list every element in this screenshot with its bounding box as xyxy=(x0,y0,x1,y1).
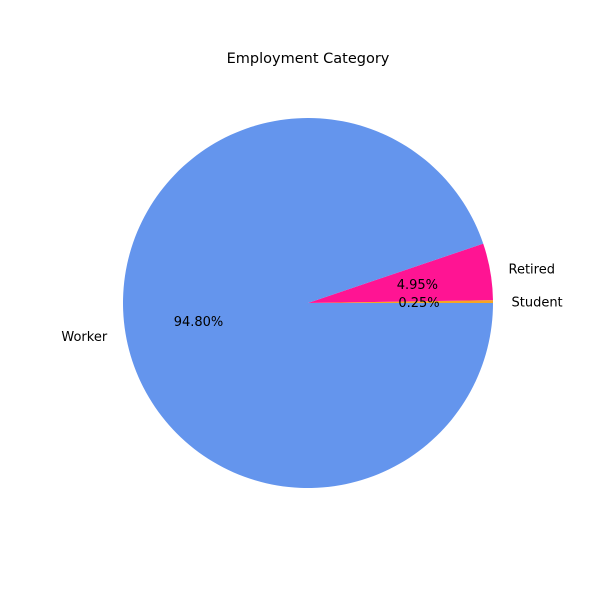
slice-percent-worker: 94.80% xyxy=(174,315,224,330)
slice-label-retired: Retired xyxy=(509,262,555,277)
pie-labels: Student 0.25% Retired 4.95% Worker 94.80% xyxy=(61,262,562,345)
slice-label-student: Student xyxy=(511,295,562,310)
pie-slices xyxy=(123,118,493,489)
pie-slice-worker xyxy=(123,118,493,489)
slice-percent-retired: 4.95% xyxy=(397,278,438,293)
slice-label-worker: Worker xyxy=(61,330,107,345)
chart-title: Employment Category xyxy=(227,51,390,67)
pie-slice-student xyxy=(308,300,493,303)
pie-slice-retired xyxy=(308,243,493,303)
slice-percent-student: 0.25% xyxy=(398,296,439,311)
